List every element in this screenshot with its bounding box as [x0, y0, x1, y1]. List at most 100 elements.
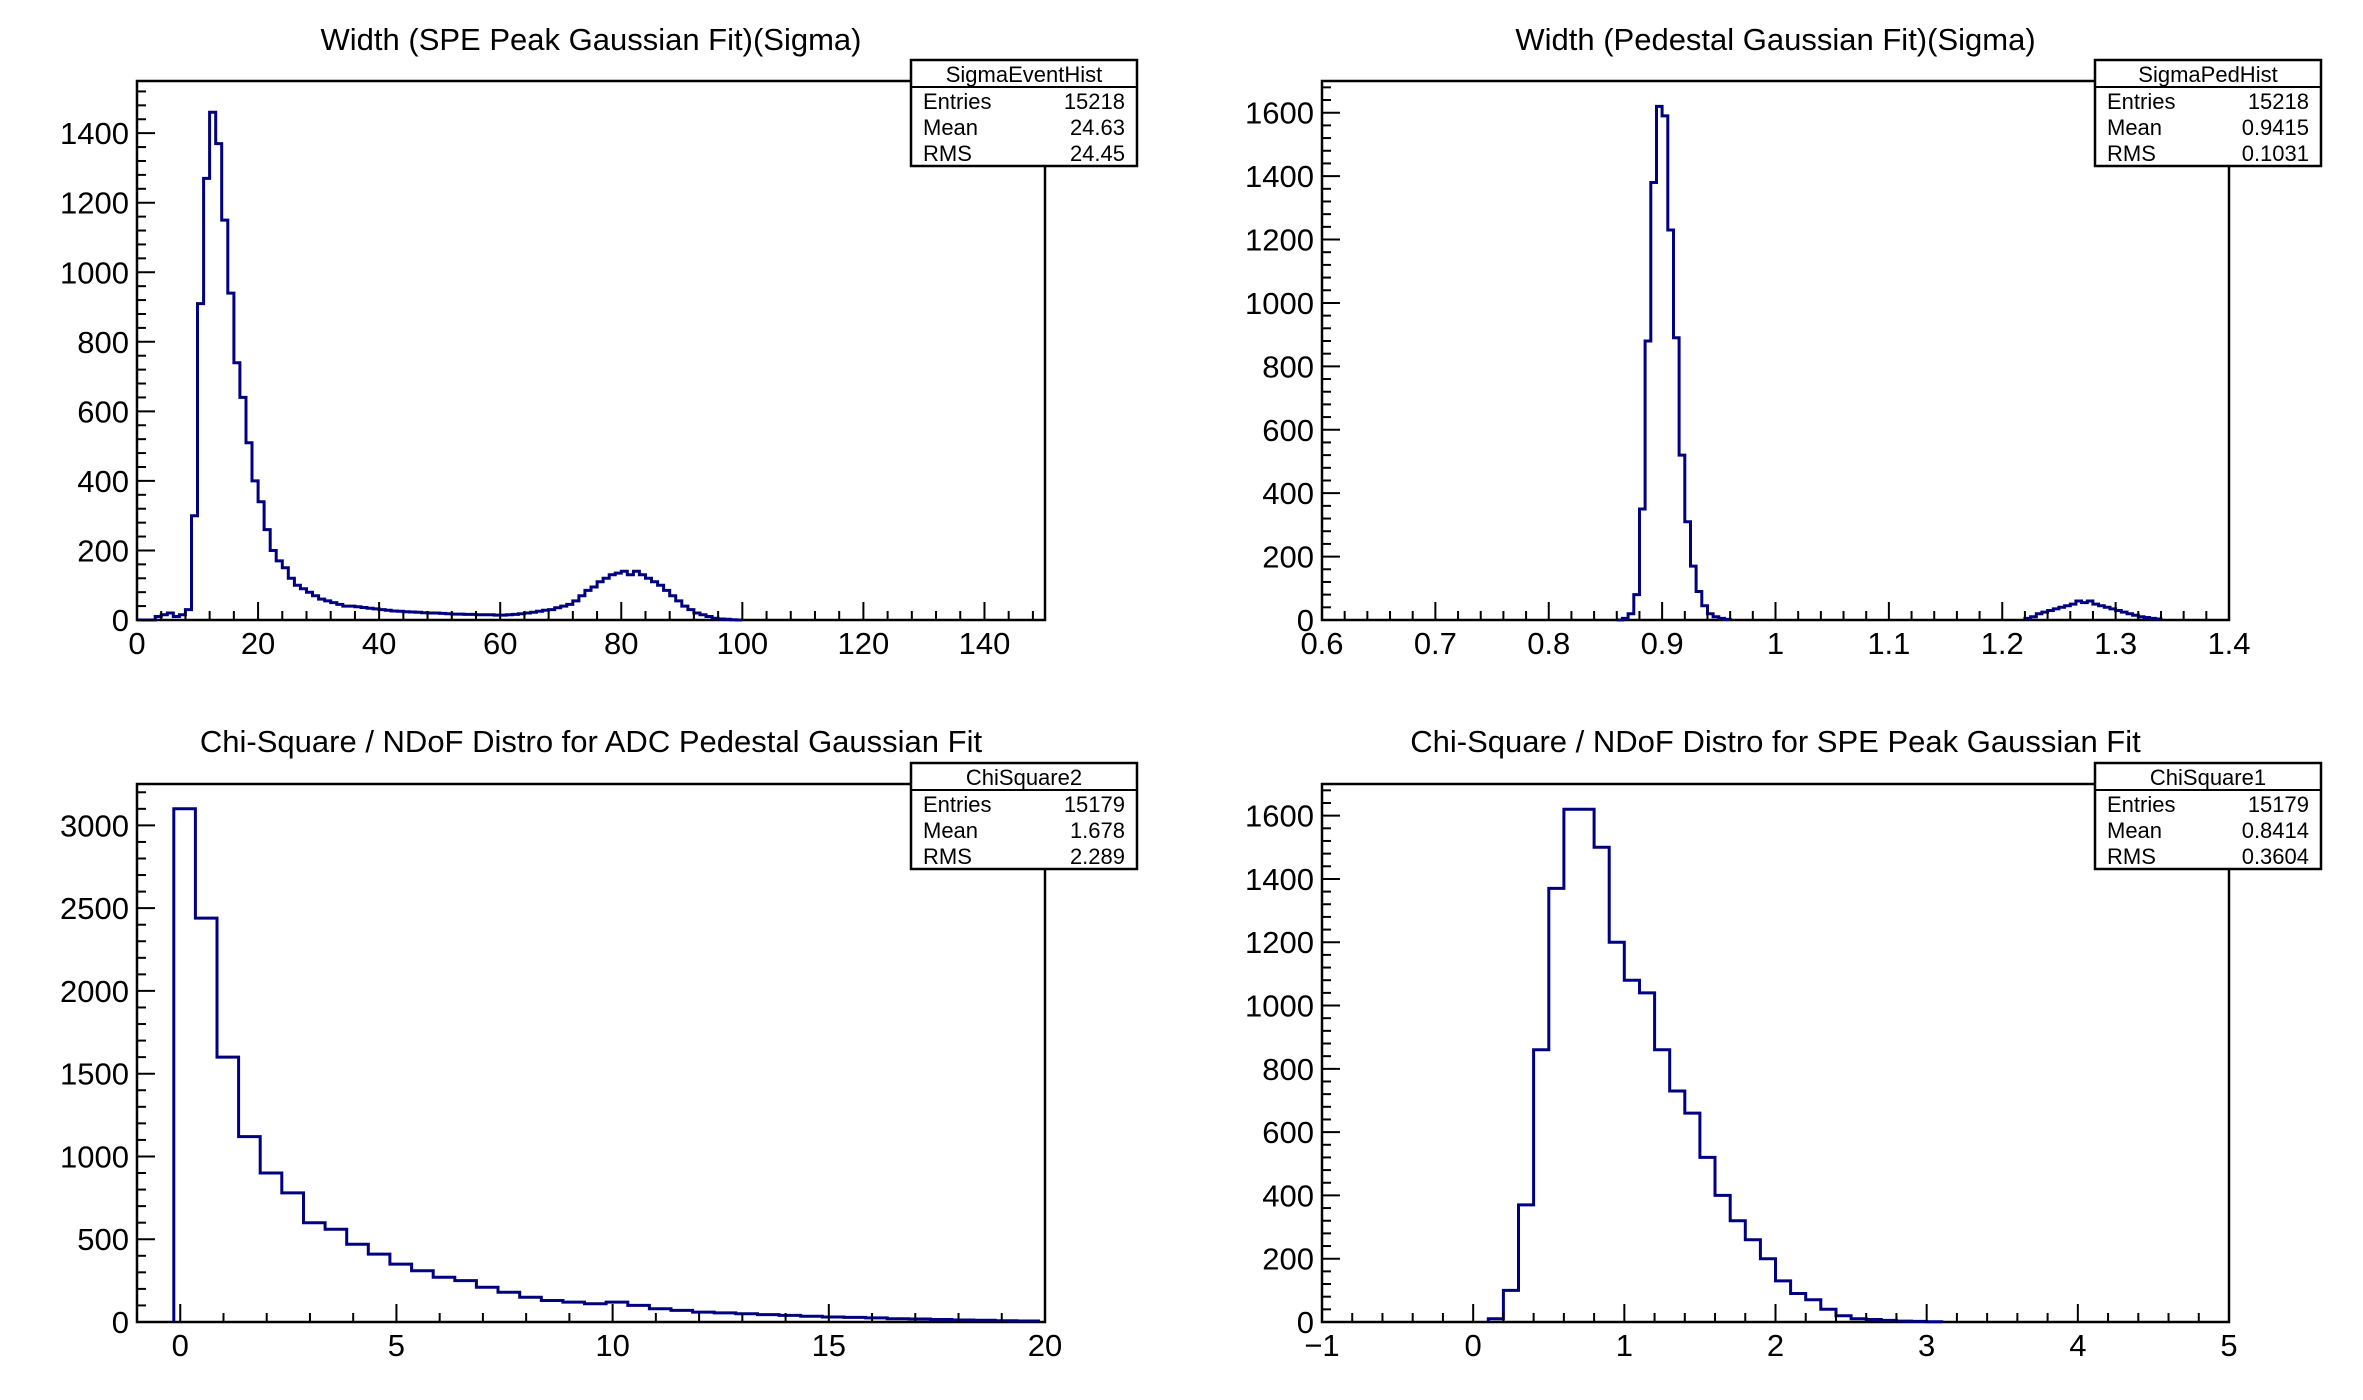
stats-label: RMS: [2107, 844, 2156, 869]
chart-title: Chi-Square / NDoF Distro for ADC Pedesta…: [200, 724, 983, 759]
y-tick-label: 1200: [1245, 925, 1314, 960]
y-tick-label: 1000: [1245, 989, 1314, 1024]
y-tick-label: 2000: [60, 974, 129, 1009]
stats-box-frame: [909, 761, 1139, 871]
stats-label: Mean: [2107, 115, 2162, 140]
stats-box-name: ChiSquare2: [966, 765, 1082, 790]
histogram-series: [137, 110, 743, 622]
x-tick-label: 10: [595, 1328, 629, 1363]
stats-value: 24.45: [1070, 141, 1125, 166]
stats-value: 0.9415: [2242, 115, 2309, 140]
stats-value: 15218: [1064, 89, 1125, 114]
x-tick-label: 0.7: [1414, 626, 1457, 661]
y-tick-label: 500: [77, 1222, 129, 1257]
x-tick-label: 2: [1767, 1328, 1784, 1363]
x-tick-label: 100: [716, 626, 768, 661]
x-tick-label: 20: [241, 626, 275, 661]
stats-label: Entries: [2107, 792, 2175, 817]
y-tick-label: 400: [1262, 476, 1314, 511]
stats-value: 15218: [2248, 89, 2309, 114]
x-tick-label: 5: [388, 1328, 405, 1363]
x-tick-label: 0.8: [1527, 626, 1570, 661]
stats-value: 0.8414: [2242, 818, 2309, 843]
y-tick-label: 1600: [1245, 799, 1314, 834]
y-tick-label: 0: [1297, 1305, 1314, 1340]
stats-label: Entries: [2107, 89, 2175, 114]
plot-frame: [1320, 79, 2231, 622]
y-tick-label: 600: [77, 394, 129, 429]
x-tick-label: 15: [812, 1328, 846, 1363]
histogram-series: [1486, 807, 1944, 1324]
chart-title: Width (Pedestal Gaussian Fit)(Sigma): [1515, 22, 2035, 57]
stats-value: 15179: [2248, 792, 2309, 817]
y-tick-label: 200: [77, 533, 129, 568]
stats-label: Entries: [923, 89, 991, 114]
x-tick-label: 1.3: [2094, 626, 2137, 661]
y-tick-label: 1000: [60, 1139, 129, 1174]
stats-box-frame: [909, 58, 1139, 168]
stats-box-frame: [2093, 761, 2323, 871]
y-tick-label: 1000: [60, 255, 129, 290]
stats-box-name: ChiSquare1: [2150, 765, 2266, 790]
stats-value: 0.3604: [2242, 844, 2309, 869]
x-tick-label: 0: [172, 1328, 189, 1363]
stats-value: 24.63: [1070, 115, 1125, 140]
y-tick-label: 1600: [1245, 96, 1314, 131]
y-tick-label: 1200: [60, 186, 129, 221]
plot-frame: [135, 782, 1047, 1324]
x-tick-label: −1: [1304, 1328, 1339, 1363]
stats-value: 0.1031: [2242, 141, 2309, 166]
plot-frame: [135, 79, 1047, 622]
chart-title: Width (SPE Peak Gaussian Fit)(Sigma): [321, 22, 862, 57]
x-tick-label: 3: [1918, 1328, 1935, 1363]
chart-panel-4: Chi-Square / NDoF Distro for SPE Peak Ga…: [1245, 724, 2323, 1363]
x-tick-label: 1: [1767, 626, 1784, 661]
y-tick-label: 400: [1262, 1178, 1314, 1213]
x-tick-label: 0: [128, 626, 145, 661]
x-tick-label: 1.4: [2207, 626, 2250, 661]
y-tick-label: 3000: [60, 808, 129, 843]
chart-panel-3: Chi-Square / NDoF Distro for ADC Pedesta…: [60, 724, 1139, 1363]
y-tick-label: 1000: [1245, 286, 1314, 321]
x-tick-label: 40: [362, 626, 396, 661]
y-tick-label: 600: [1262, 413, 1314, 448]
stats-label: Entries: [923, 792, 991, 817]
x-tick-label: 4: [2069, 1328, 2086, 1363]
y-tick-label: 800: [1262, 1052, 1314, 1087]
y-tick-label: 0: [1297, 603, 1314, 638]
x-tick-label: 5: [2220, 1328, 2237, 1363]
y-tick-label: 0: [112, 1305, 129, 1340]
y-tick-label: 1500: [60, 1057, 129, 1092]
x-tick-label: 80: [604, 626, 638, 661]
stats-box-name: SigmaEventHist: [946, 62, 1103, 87]
stats-label: Mean: [923, 818, 978, 843]
plot-frame: [1320, 782, 2231, 1324]
stats-box-frame: [2093, 58, 2323, 168]
stats-label: RMS: [2107, 141, 2156, 166]
y-tick-label: 2500: [60, 891, 129, 926]
stats-label: RMS: [923, 141, 972, 166]
stats-label: Mean: [2107, 818, 2162, 843]
x-tick-label: 0.6: [1300, 626, 1343, 661]
stats-value: 15179: [1064, 792, 1125, 817]
y-tick-label: 0: [112, 603, 129, 638]
chart-title: Chi-Square / NDoF Distro for SPE Peak Ga…: [1410, 724, 2141, 759]
stats-value: 2.289: [1070, 844, 1125, 869]
y-tick-label: 800: [1262, 349, 1314, 384]
stats-label: Mean: [923, 115, 978, 140]
x-tick-label: 60: [483, 626, 517, 661]
x-tick-label: 0.9: [1641, 626, 1684, 661]
x-tick-label: 1: [1616, 1328, 1633, 1363]
y-tick-label: 200: [1262, 1242, 1314, 1277]
chart-panel-2: Width (Pedestal Gaussian Fit)(Sigma)0.6 0…: [1245, 22, 2323, 661]
y-tick-label: 600: [1262, 1115, 1314, 1150]
y-tick-label: 400: [77, 464, 129, 499]
stats-value: 1.678: [1070, 818, 1125, 843]
x-tick-label: 1.1: [1867, 626, 1910, 661]
y-tick-label: 1400: [1245, 159, 1314, 194]
x-tick-label: 140: [959, 626, 1011, 661]
